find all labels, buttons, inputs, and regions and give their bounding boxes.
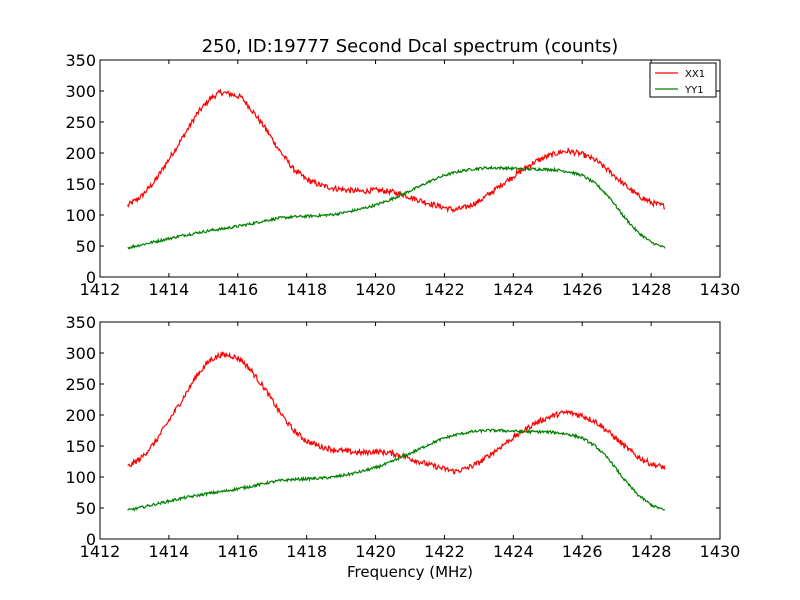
x-tick-label: 1426 [562, 280, 603, 299]
legend-label-xx1: XX1 [685, 69, 705, 80]
y-tick-label: 50 [76, 237, 96, 256]
y-tick-label: 100 [65, 468, 96, 487]
y-tick-label: 300 [65, 344, 96, 363]
x-tick-label: 1412 [80, 542, 121, 561]
x-tick-label: 1420 [355, 280, 396, 299]
y-tick-label: 150 [65, 437, 96, 456]
axes-frame [99, 59, 721, 278]
x-tick-label: 1422 [424, 280, 465, 299]
x-tick-label: 1416 [217, 542, 258, 561]
series-line-xx1 [127, 351, 666, 475]
y-tick-label: 100 [65, 206, 96, 225]
y-tick-label: 350 [65, 51, 96, 70]
y-tick-label: 200 [65, 144, 96, 163]
x-tick-label: 1424 [493, 280, 534, 299]
x-tick-label: 1426 [562, 542, 603, 561]
bottom-subplot: 1412 1414 1416 1418 1420 1422 1424 1426 1428 1430… [65, 313, 740, 561]
top-subplot: 1412 1414 1416 1418 1420 1422 1424 1426 1428 1430… [65, 51, 740, 299]
x-tick-label: 1430 [700, 542, 741, 561]
axes-frame [99, 321, 721, 540]
x-tick-label: 1422 [424, 542, 465, 561]
x-tick-label: 1430 [700, 280, 741, 299]
y-tick-label: 50 [76, 499, 96, 518]
x-tick-label: 1424 [493, 542, 534, 561]
x-tick-label: 1418 [286, 542, 327, 561]
x-tick-label: 1416 [217, 280, 258, 299]
y-tick-label: 250 [65, 113, 96, 132]
y-tick-label: 0 [86, 268, 96, 287]
legend-label-yy1: YY1 [684, 85, 704, 96]
y-tick-label: 250 [65, 375, 96, 394]
legend-box [649, 62, 717, 98]
x-axis-label: Frequency (MHz) [347, 563, 473, 581]
x-tick-label: 1428 [631, 280, 672, 299]
series-line-yy1 [127, 428, 666, 512]
x-tick-label: 1428 [631, 542, 672, 561]
y-tick-label: 350 [65, 313, 96, 332]
series-line-yy1 [127, 165, 666, 250]
y-tick-label: 200 [65, 406, 96, 425]
x-tick-label: 1414 [149, 542, 190, 561]
figure-title: 250, ID:19777 Second Dcal spectrum (coun… [202, 36, 619, 57]
x-tick-label: 1414 [149, 280, 190, 299]
x-tick-label: 1420 [355, 542, 396, 561]
y-tick-label: 0 [86, 530, 96, 549]
series-line-xx1 [127, 88, 666, 214]
x-tick-label: 1412 [80, 280, 121, 299]
y-tick-label: 300 [65, 82, 96, 101]
x-tick-label: 1418 [286, 280, 327, 299]
y-tick-label: 150 [65, 175, 96, 194]
